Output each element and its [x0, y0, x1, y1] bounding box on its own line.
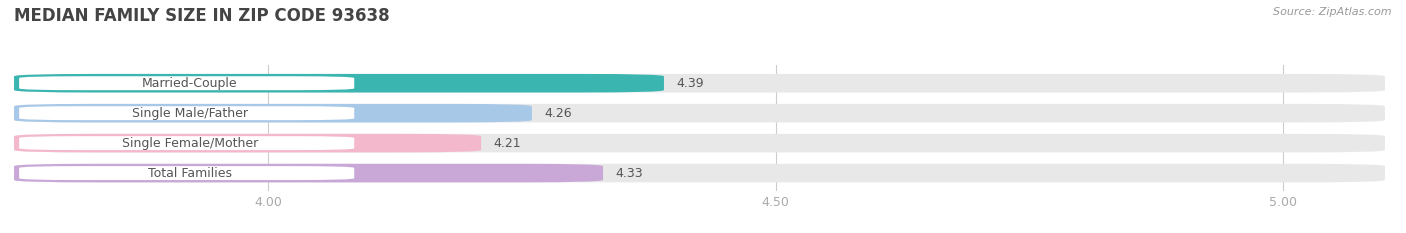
Text: Source: ZipAtlas.com: Source: ZipAtlas.com — [1274, 7, 1392, 17]
FancyBboxPatch shape — [14, 134, 1385, 152]
Text: 4.26: 4.26 — [544, 107, 572, 120]
FancyBboxPatch shape — [20, 166, 354, 180]
FancyBboxPatch shape — [14, 74, 664, 93]
FancyBboxPatch shape — [14, 164, 1385, 182]
FancyBboxPatch shape — [14, 104, 531, 123]
FancyBboxPatch shape — [14, 164, 603, 182]
FancyBboxPatch shape — [20, 136, 354, 150]
FancyBboxPatch shape — [14, 134, 481, 152]
Text: 4.39: 4.39 — [676, 77, 704, 90]
Text: Married-Couple: Married-Couple — [142, 77, 238, 90]
FancyBboxPatch shape — [14, 104, 1385, 123]
Text: 4.21: 4.21 — [494, 137, 522, 150]
FancyBboxPatch shape — [20, 106, 354, 120]
Text: Single Male/Father: Single Male/Father — [132, 107, 247, 120]
Text: MEDIAN FAMILY SIZE IN ZIP CODE 93638: MEDIAN FAMILY SIZE IN ZIP CODE 93638 — [14, 7, 389, 25]
Text: Total Families: Total Families — [148, 167, 232, 180]
FancyBboxPatch shape — [20, 76, 354, 90]
Text: 4.33: 4.33 — [616, 167, 643, 180]
Text: Single Female/Mother: Single Female/Mother — [121, 137, 257, 150]
FancyBboxPatch shape — [14, 74, 1385, 93]
